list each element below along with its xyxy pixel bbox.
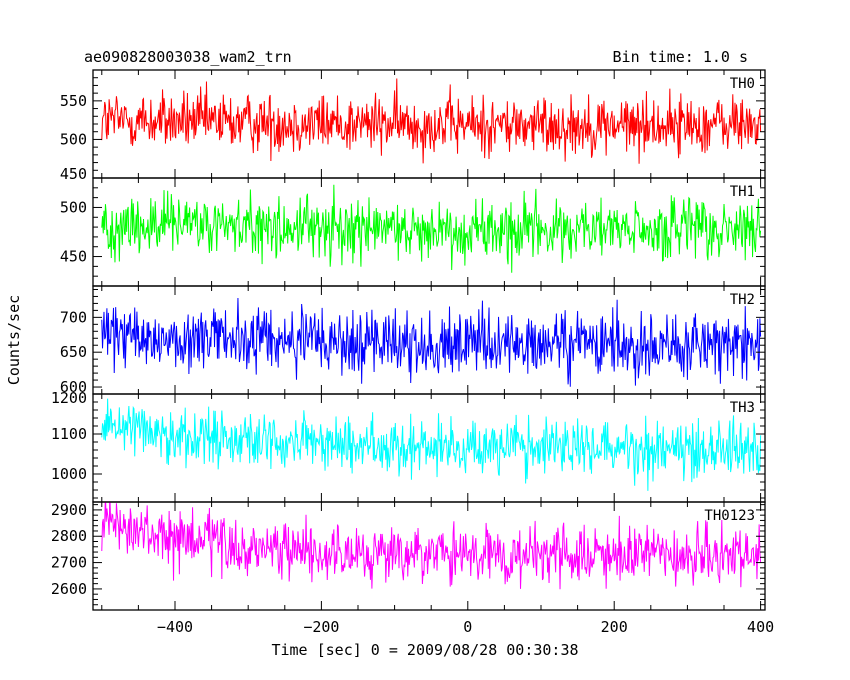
bin-time-label: Bin time: 1.0 s <box>613 48 748 66</box>
panel-label: TH2 <box>730 292 755 308</box>
y-tick-label: 500 <box>60 130 87 148</box>
panel-label: TH3 <box>730 400 755 416</box>
y-tick-label: 2700 <box>51 554 87 572</box>
series-line-th2 <box>101 297 762 387</box>
panel-label: TH0 <box>730 76 755 92</box>
x-tick-label: −200 <box>303 618 339 636</box>
y-tick-label: 650 <box>60 343 87 361</box>
x-tick-label: −400 <box>157 618 193 636</box>
y-tick-label: 500 <box>60 198 87 216</box>
y-tick-label: 550 <box>60 92 87 110</box>
x-axis-labels: −400 −200 0 200 400 <box>157 618 774 636</box>
x-axis-title: Time [sec] 0 = 2009/08/28 00:30:38 <box>271 641 578 659</box>
panel-frame <box>92 501 766 611</box>
y-tick-label: 2900 <box>51 501 87 519</box>
y-tick-label: 1200 <box>51 389 87 407</box>
panel-th3: 1000 1100 1200 TH3 <box>51 389 766 503</box>
y-tick-label: 2800 <box>51 527 87 545</box>
chart-title: ae090828003038_wam2_trn <box>84 48 292 66</box>
y-tick-label: 2600 <box>51 580 87 598</box>
y-tick-label: 450 <box>60 248 87 266</box>
x-tick-label: 0 <box>463 618 472 636</box>
series-line-th3 <box>101 398 762 491</box>
y-axis-title: Counts/sec <box>5 295 23 385</box>
series-line-th1 <box>101 184 762 273</box>
y-tick-label: 450 <box>60 165 87 183</box>
panel-th0123: 2600 2700 2800 2900 TH0123 <box>51 501 766 611</box>
y-tick-label: 1100 <box>51 425 87 443</box>
x-tick-label: 200 <box>601 618 628 636</box>
series-line-th0 <box>101 78 762 164</box>
panel-label: TH1 <box>730 184 755 200</box>
series-line-th0123 <box>101 502 762 590</box>
panels-group: 450 500 550 TH0 450 500 TH1 600 650 700 TH2 1000 110… <box>51 69 774 636</box>
x-tick-label: 400 <box>747 618 774 636</box>
y-tick-label: 1000 <box>51 465 87 483</box>
panel-label: TH0123 <box>704 508 755 524</box>
y-tick-label: 600 <box>60 378 87 396</box>
y-tick-label: 700 <box>60 308 87 326</box>
